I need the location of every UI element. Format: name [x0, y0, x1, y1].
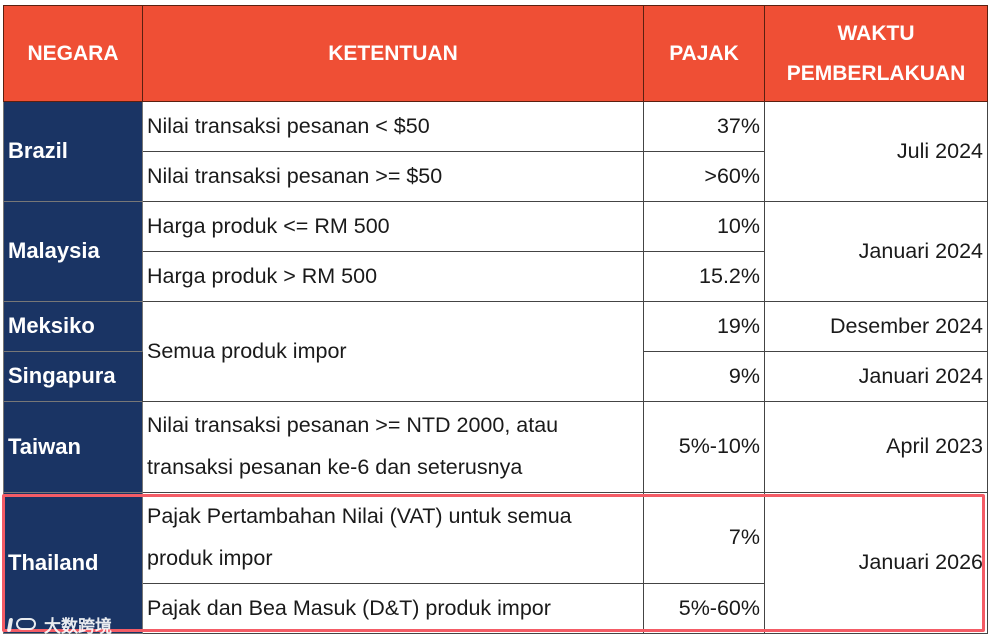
header-time-line1: WAKTU	[837, 21, 915, 45]
provision-line: Nilai transaksi pesanan >= NTD 2000, ata…	[147, 413, 559, 438]
provision-cell: Harga produk > RM 500	[142, 251, 644, 302]
time-cell: Januari 2026	[764, 492, 988, 634]
country-malaysia: Malaysia	[3, 201, 143, 302]
time-cell: Januari 2024	[764, 351, 988, 402]
country-thailand: Thailand	[3, 492, 143, 634]
time-cell: Desember 2024	[764, 301, 988, 352]
table-row: Singapura 9% Januari 2024	[3, 351, 988, 402]
provision-cell: Nilai transaksi pesanan >= $50	[142, 151, 644, 202]
watermark: 大数跨境	[8, 612, 112, 637]
header-time: WAKTU PEMBERLAKUAN	[764, 5, 988, 102]
country-brazil: Brazil	[3, 101, 143, 202]
header-tax: PAJAK	[643, 5, 765, 102]
country-mexico: Meksiko	[3, 301, 143, 352]
table-row: Brazil Nilai transaksi pesanan < $50 37%…	[3, 101, 988, 202]
watermark-text: 大数跨境	[44, 617, 112, 636]
provision-cell: Harga produk <= RM 500	[142, 201, 644, 252]
header-time-line2: PEMBERLAKUAN	[786, 61, 966, 85]
tax-cell: >60%	[643, 151, 765, 202]
table-row: Meksiko Semua produk impor 19% Desember …	[3, 301, 988, 402]
table-row: Nilai transaksi pesanan >= $50 >60%	[4, 151, 988, 202]
tax-cell: 7%	[643, 492, 765, 584]
table-row: Taiwan Nilai transaksi pesanan >= NTD 20…	[3, 401, 988, 493]
provision-cell: Nilai transaksi pesanan >= NTD 2000, ata…	[142, 401, 644, 493]
tax-table: NEGARA KETENTUAN PAJAK WAKTU PEMBERLAKUA…	[3, 5, 988, 634]
time-cell: April 2023	[764, 401, 988, 493]
tax-cell: 19%	[643, 301, 765, 352]
header-row: NEGARA KETENTUAN PAJAK WAKTU PEMBERLAKUA…	[3, 5, 988, 102]
tax-cell: 9%	[643, 351, 765, 402]
tax-cell: 5%-60%	[643, 583, 765, 634]
table-row: Thailand Pajak Pertambahan Nilai (VAT) u…	[3, 492, 988, 634]
time-cell: Januari 2024	[764, 201, 988, 302]
table-row: Malaysia Harga produk <= RM 500 10% Janu…	[3, 201, 988, 302]
table-row: Pajak dan Bea Masuk (D&T) produk impor 5…	[4, 583, 988, 634]
header-country: NEGARA	[3, 5, 143, 102]
provision-line: Pajak Pertambahan Nilai (VAT) untuk semu…	[147, 504, 572, 529]
provision-cell: Nilai transaksi pesanan < $50	[142, 101, 644, 152]
time-cell: Juli 2024	[764, 101, 988, 202]
watermark-logo-icon	[8, 616, 40, 634]
provision-cell: Pajak Pertambahan Nilai (VAT) untuk semu…	[142, 492, 644, 584]
tax-cell: 15.2%	[643, 251, 765, 302]
tax-cell: 10%	[643, 201, 765, 252]
provision-line: transaksi pesanan ke-6 dan seterusnya	[147, 455, 523, 479]
country-singapore: Singapura	[3, 351, 143, 402]
country-taiwan: Taiwan	[3, 401, 143, 493]
provision-cell: Pajak dan Bea Masuk (D&T) produk impor	[142, 583, 644, 634]
tax-cell: 37%	[643, 101, 765, 152]
tax-cell: 5%-10%	[643, 401, 765, 493]
provision-line: produk impor	[147, 546, 273, 570]
header-provision: KETENTUAN	[142, 5, 644, 102]
provision-cell: Semua produk impor	[142, 301, 644, 402]
